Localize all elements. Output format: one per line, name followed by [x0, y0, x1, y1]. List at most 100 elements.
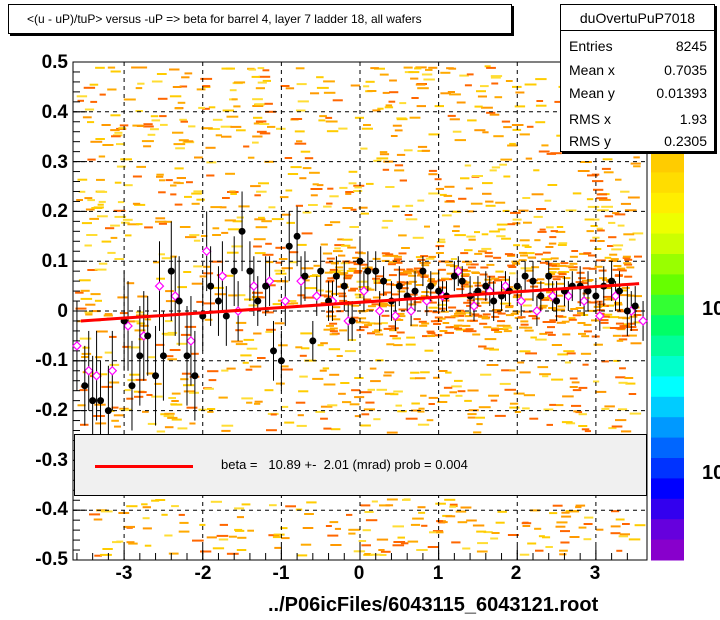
heatmap-cell [323, 328, 335, 331]
heatmap-cell [416, 549, 428, 551]
heatmap-cell [266, 284, 276, 287]
heatmap-cell [136, 165, 146, 168]
heatmap-cell [546, 423, 553, 426]
heatmap-cell [477, 542, 488, 545]
heatmap-cell [427, 546, 439, 548]
heatmap-cell [354, 415, 361, 418]
heatmap-cell [361, 413, 370, 416]
heatmap-cell [474, 129, 486, 132]
heatmap-cell [383, 291, 392, 294]
heatmap-cell [281, 267, 293, 270]
heatmap-cell [153, 261, 160, 264]
heatmap-cell [316, 76, 324, 79]
heatmap-cell [172, 86, 182, 88]
heatmap-cell [562, 395, 574, 398]
heatmap-cell [323, 91, 336, 94]
heatmap-cell [189, 422, 196, 425]
heatmap-cell [460, 283, 469, 286]
heatmap-cell [408, 71, 420, 74]
heatmap-cell [297, 554, 308, 557]
heatmap-cell [372, 330, 381, 333]
black-profile-point [246, 267, 254, 275]
heatmap-cell [541, 258, 552, 261]
heatmap-cell [375, 333, 384, 336]
heatmap-cell [266, 328, 276, 331]
heatmap-cell [496, 235, 506, 238]
black-profile-point [340, 282, 348, 290]
heatmap-cell [212, 547, 225, 550]
heatmap-cell [170, 193, 177, 196]
heatmap-cell [315, 410, 326, 413]
heatmap-cell [437, 401, 448, 403]
heatmap-cell [485, 200, 494, 203]
heatmap-cell [309, 171, 320, 174]
heatmap-cell [618, 381, 628, 384]
heatmap-cell [608, 427, 617, 430]
heatmap-cell [296, 109, 306, 112]
heatmap-cell [274, 546, 282, 549]
heatmap-cell [403, 149, 413, 152]
heatmap-cell [170, 403, 178, 406]
heatmap-cell [159, 115, 167, 118]
heatmap-cell [114, 425, 121, 428]
heatmap-cell [205, 146, 216, 149]
heatmap-cell [165, 179, 173, 182]
palette-cell [651, 478, 684, 500]
palette-cell [651, 315, 684, 337]
heatmap-cell [141, 140, 154, 143]
heatmap-cell [275, 261, 283, 264]
heatmap-cell [459, 74, 469, 77]
heatmap-cell [481, 247, 492, 250]
heatmap-cell [478, 315, 487, 318]
heatmap-cell [592, 218, 600, 221]
heatmap-cell [577, 170, 590, 172]
heatmap-cell [597, 209, 609, 212]
heatmap-cell [604, 215, 614, 218]
heatmap-cell [433, 376, 440, 379]
heatmap-cell [629, 412, 642, 415]
black-profile-point [380, 277, 388, 285]
heatmap-cell [491, 277, 500, 280]
heatmap-cell [612, 212, 620, 215]
heatmap-cell [116, 165, 126, 168]
heatmap-cell [514, 105, 526, 108]
heatmap-cell [186, 406, 198, 409]
heatmap-cell [273, 280, 285, 282]
heatmap-cell [530, 509, 540, 512]
heatmap-cell [444, 498, 456, 501]
heatmap-cell [284, 421, 295, 424]
heatmap-cell [435, 502, 446, 505]
magenta-profile-point [264, 276, 275, 286]
y-tick-label: 0.4 [41, 102, 68, 123]
heatmap-cell [142, 410, 149, 413]
heatmap-cell [353, 550, 366, 553]
heatmap-cell [396, 312, 405, 315]
heatmap-cell [181, 76, 190, 79]
heatmap-cell [385, 253, 394, 256]
heatmap-cell [432, 530, 444, 533]
heatmap-cell [393, 255, 402, 258]
heatmap-cell [360, 391, 372, 394]
heatmap-cell [167, 416, 178, 419]
heatmap-cell [633, 156, 640, 159]
heatmap-cell [438, 307, 446, 310]
heatmap-cell [444, 185, 455, 188]
heatmap-cell [453, 314, 465, 317]
heatmap-cell [310, 92, 320, 95]
heatmap-cell [414, 67, 422, 70]
heatmap-cell [410, 371, 420, 374]
heatmap-cell [511, 124, 524, 126]
heatmap-cell [556, 321, 566, 324]
heatmap-cell [472, 524, 485, 527]
heatmap-cell [360, 212, 369, 215]
heatmap-cell [462, 324, 471, 327]
heatmap-cell [371, 500, 378, 503]
heatmap-cell [523, 221, 532, 224]
heatmap-cell [324, 271, 333, 274]
heatmap-cell [608, 316, 620, 319]
heatmap-cell [594, 265, 603, 268]
heatmap-cell [431, 272, 440, 275]
heatmap-cell [167, 358, 177, 361]
heatmap-cell [76, 199, 83, 201]
heatmap-cell [300, 543, 312, 546]
